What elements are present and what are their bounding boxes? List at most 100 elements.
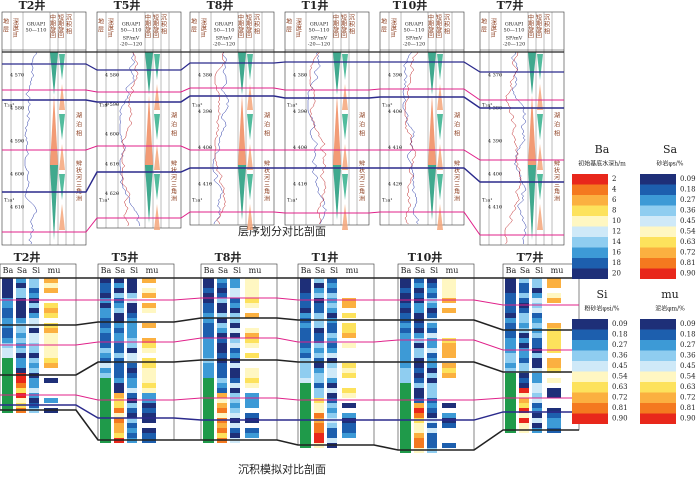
- cell: [300, 313, 311, 318]
- depth-label: 4 400: [198, 145, 212, 151]
- cell: [245, 288, 259, 293]
- depth-label: 4 600: [105, 132, 119, 138]
- cell: [100, 368, 111, 373]
- legend-swatch: [640, 371, 676, 382]
- cell: [327, 333, 337, 338]
- cell: [400, 403, 411, 408]
- well-name: T5井: [114, 0, 141, 12]
- cycle-triangle: [537, 84, 543, 110]
- gr-header: GR/API: [405, 22, 423, 28]
- cell: [314, 323, 324, 328]
- short-cycle-header-text: 短期旋回: [152, 13, 159, 39]
- depth-label: 4 390: [198, 109, 212, 115]
- legend-swatch: [640, 237, 676, 248]
- cell: [245, 313, 259, 318]
- cell: [400, 363, 411, 368]
- bottom-caption: 沉积模拟对比剖面: [238, 462, 326, 476]
- cell: [300, 413, 311, 418]
- cell: [400, 333, 411, 338]
- cell: [547, 278, 561, 283]
- sp-header: SP/mV: [123, 36, 140, 42]
- cell: [29, 288, 39, 293]
- depth-header-text: 深度/m: [490, 17, 497, 38]
- cell: [114, 433, 124, 438]
- cell: [442, 403, 456, 408]
- facies-header: 沉积相: [253, 13, 260, 35]
- cell: [127, 383, 137, 388]
- facies-upper-text: 湖泊相: [453, 111, 460, 139]
- depth-header-text: 深度/m: [390, 17, 397, 38]
- cell: [442, 343, 456, 348]
- cell: [16, 288, 26, 293]
- cell: [414, 278, 424, 283]
- correlation-line: [0, 337, 579, 351]
- cell: [245, 308, 259, 313]
- cell: [127, 378, 137, 383]
- cell: [245, 378, 259, 383]
- cell: [16, 318, 26, 323]
- top-caption: 层序划分对比剖面: [238, 224, 326, 238]
- facies-upper: 湖泊相: [263, 111, 270, 139]
- cell: [217, 413, 227, 418]
- cell: [100, 333, 111, 338]
- cell: [342, 413, 356, 418]
- column-header: Si: [535, 266, 543, 275]
- cell: [505, 403, 516, 408]
- cell: [127, 428, 137, 433]
- cell: [29, 328, 39, 333]
- panel: [1, 11, 87, 246]
- cell: [442, 323, 456, 328]
- cell: [427, 408, 437, 413]
- cell: [532, 298, 542, 303]
- strata-header: 地层: [2, 17, 9, 34]
- facies-lower: 辫状河三角洲: [263, 159, 270, 202]
- cell: [400, 423, 411, 428]
- cell: [342, 358, 356, 363]
- legend-swatch: [572, 237, 608, 248]
- cell: [532, 383, 542, 388]
- cell: [300, 363, 311, 368]
- cell: [414, 343, 424, 348]
- legend-label: 16: [612, 249, 621, 257]
- cell: [314, 353, 324, 358]
- cell: [532, 343, 542, 348]
- mid-cycle-header: 中期旋回: [144, 13, 151, 39]
- cell: [442, 303, 456, 308]
- cycle-triangle: [342, 204, 348, 230]
- cell: [217, 428, 227, 433]
- cell: [300, 338, 311, 343]
- cell: [203, 283, 214, 288]
- log-curve: [309, 51, 327, 225]
- legend-swatch: [572, 205, 608, 216]
- cell: [230, 398, 240, 403]
- cell: [300, 433, 311, 438]
- cell: [230, 283, 240, 288]
- legend-swatch: [572, 268, 608, 279]
- legend-label: 0.90: [680, 270, 696, 278]
- cell: [547, 318, 561, 323]
- cell: [327, 283, 337, 288]
- cell: [203, 388, 214, 393]
- column-header: mu: [48, 266, 61, 275]
- gr-header: GR/API: [505, 22, 523, 28]
- cell: [547, 373, 561, 378]
- cycle-triangle: [50, 165, 58, 240]
- cell: [342, 368, 356, 373]
- cycle-triangle: [537, 204, 543, 230]
- cell: [142, 418, 156, 423]
- cell: [16, 398, 26, 403]
- facies-upper: 湖泊相: [170, 111, 177, 139]
- cell: [100, 383, 111, 388]
- strata-header: 地层: [380, 17, 387, 34]
- cell: [44, 378, 58, 383]
- cell: [127, 343, 137, 348]
- cell: [29, 363, 39, 368]
- cycle-triangle: [238, 52, 246, 95]
- cell: [230, 313, 240, 318]
- cell: [314, 283, 324, 288]
- cell: [2, 313, 13, 318]
- cell: [2, 303, 13, 308]
- cell: [2, 278, 13, 283]
- cell: [44, 338, 58, 343]
- cell: [342, 288, 356, 293]
